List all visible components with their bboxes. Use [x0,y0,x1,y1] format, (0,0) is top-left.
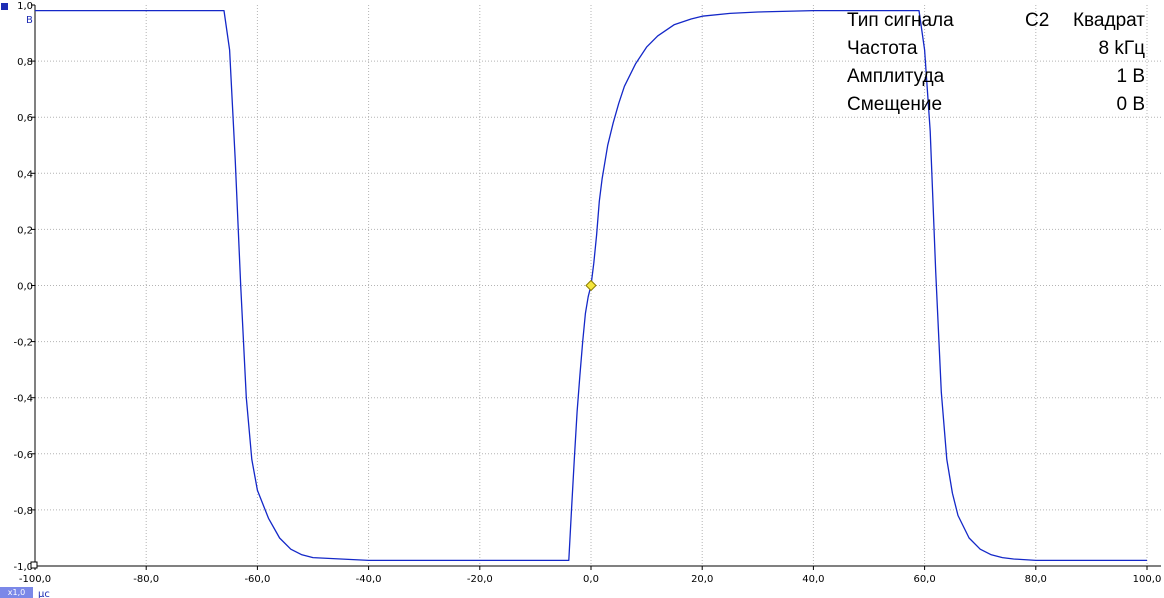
x-tick-label: -20,0 [467,574,493,585]
x-tick-label: 80,0 [1025,574,1047,585]
info-label: Тип сигнала [847,10,954,31]
x-unit-label: µс [38,589,50,598]
y-tick-label: 1,0 [17,1,33,12]
info-row-frequency: Частота 8 kГц [847,35,1145,63]
y-tick-label: 0,4 [17,169,33,180]
info-value: 8 kГц [1098,38,1145,59]
y-tick-label: 0,2 [17,225,33,236]
plot-corner-handle[interactable] [30,561,38,569]
info-channel: C2 [1025,10,1050,31]
info-row-signal-type: Тип сигнала C2 Квадрат [847,7,1145,35]
zoom-badge[interactable]: x1,0 [0,587,33,598]
info-value: Квадрат [1072,10,1145,31]
series-layer [35,9,1147,562]
signal-info-panel: Тип сигнала C2 Квадрат Частота 8 kГц Амп… [847,7,1145,119]
x-tick-label: -80,0 [133,574,159,585]
info-value: 1 В [1116,66,1145,87]
y-tick-label: -0,2 [13,338,33,349]
x-tick-label: -60,0 [244,574,270,585]
y-tick-label: 0,8 [17,57,33,68]
signal-trace [35,9,1147,562]
trigger-marker[interactable] [585,279,597,292]
info-value: 0 В [1116,94,1145,115]
grid-layer [35,5,1161,566]
info-label: Частота [847,38,918,59]
info-label: Амплитуда [847,66,945,87]
x-tick-label: 100,0 [1133,574,1162,585]
channel-marker-icon[interactable] [1,3,8,10]
x-tick-label: 0,0 [583,574,599,585]
info-row-offset: Смещение 0 В [847,91,1145,119]
y-tick-label: -0,6 [13,450,33,461]
y-tick-label: 0,0 [17,282,33,293]
x-tick-label: 40,0 [802,574,824,585]
y-tick-label: -1,0 [13,562,33,573]
x-tick-label: -40,0 [356,574,382,585]
y-tick-label: 0,6 [17,113,33,124]
x-tick-label: 20,0 [691,574,713,585]
marker-layer [585,279,597,292]
x-tick-label: -100,0 [19,574,51,585]
y-tick-label: -0,8 [13,506,33,517]
y-tick-label: -0,4 [13,394,33,405]
info-row-amplitude: Амплитуда 1 В [847,63,1145,91]
x-tick-label: 60,0 [913,574,935,585]
y-unit-label: В [26,15,33,26]
tick-label-layer: -100,0 -80,0 -60,0 -40,0 -20,0 0,0 20,0 40,0 60,… [13,1,1161,585]
info-label: Смещение [847,94,943,115]
